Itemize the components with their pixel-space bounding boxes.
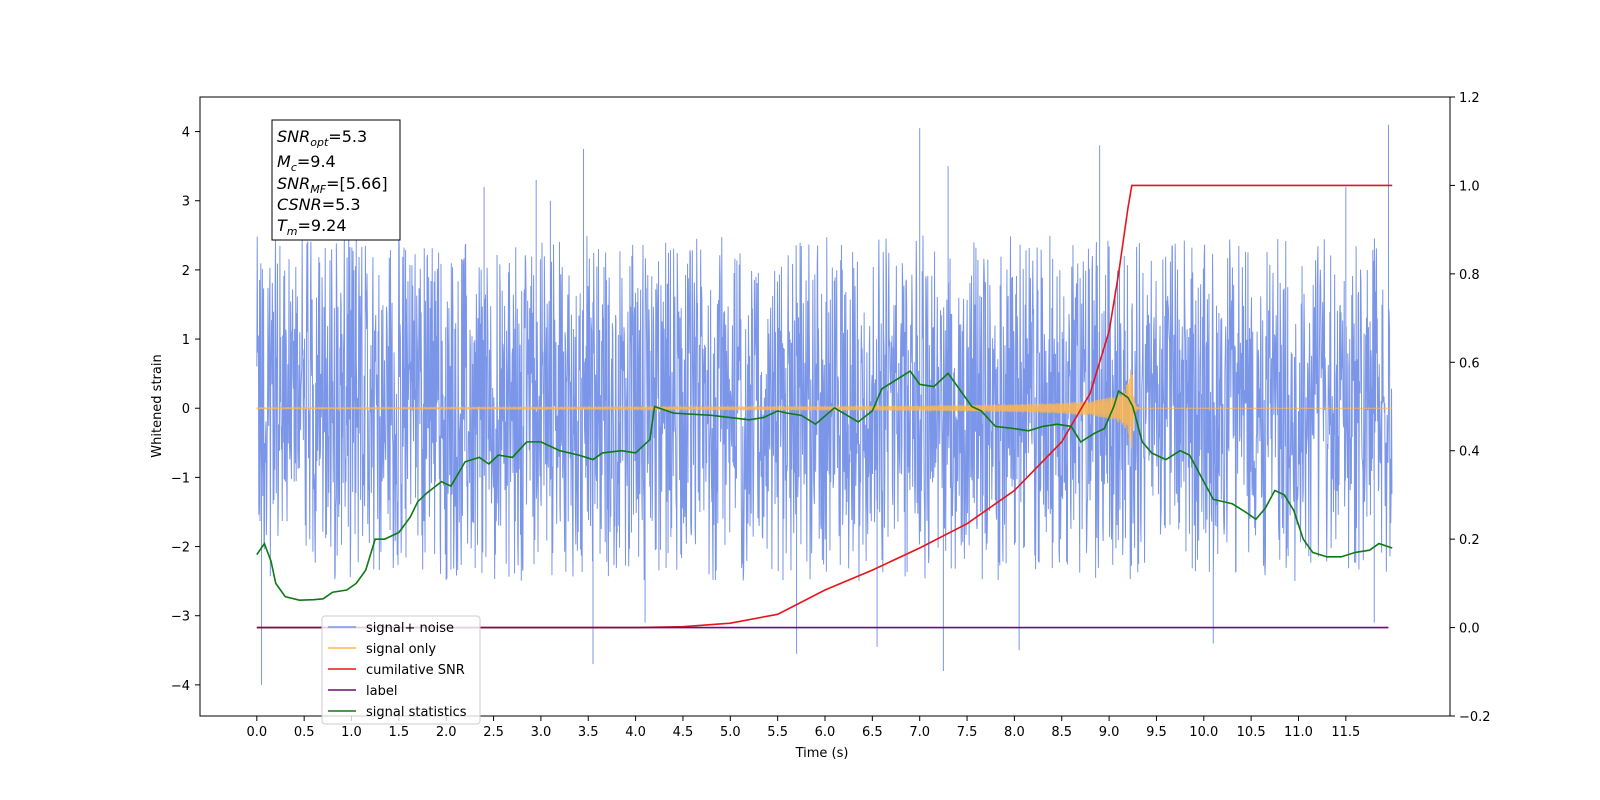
- x-tick-label: 5.0: [720, 725, 741, 740]
- y-tick-label: 4: [182, 126, 190, 141]
- series-cumilative-snr: [256, 184, 1393, 629]
- y-tick-label: −1: [171, 471, 190, 486]
- x-tick-label: 7.0: [909, 725, 930, 740]
- y-tick-label: −3: [171, 610, 190, 625]
- y2-tick-label: 0.6: [1459, 356, 1480, 371]
- x-tick-label: 5.5: [767, 725, 788, 740]
- y2-tick-label: 1.2: [1459, 91, 1480, 106]
- y-tick-label: 1: [182, 333, 190, 348]
- x-tick-label: 11.0: [1284, 725, 1313, 740]
- y2-tick-label: 0.8: [1459, 268, 1480, 283]
- annotation-line: SNRMF=[5.66]: [277, 174, 388, 196]
- annotation-frame: [271, 119, 401, 241]
- legend-entry-label: label: [366, 684, 397, 699]
- x-tick-label: 8.0: [1004, 725, 1025, 740]
- legend-frame: [321, 615, 481, 725]
- y2-tick-label: 0.2: [1459, 533, 1480, 548]
- x-axis-label: Time (s): [795, 746, 849, 761]
- x-tick-label: 11.5: [1331, 725, 1360, 740]
- y2-tick-label: 1.0: [1459, 179, 1480, 194]
- annotation-line: Tm=9.24: [277, 216, 347, 238]
- x-tick-label: 1.5: [389, 725, 410, 740]
- y-tick-label: 2: [182, 264, 190, 279]
- axes: 0.0 0.5 1.0 1.5 2.0 2.5 3.0 3.5 4.0 4.5 5.0 5.5 6.0 6…: [171, 91, 1491, 740]
- x-tick-label: 9.0: [1099, 725, 1120, 740]
- x-tick-label: 2.5: [483, 725, 504, 740]
- series-signal-noise: [256, 124, 1393, 685]
- annotation-line: CSNR=5.3: [277, 195, 361, 214]
- x-tick-label: 3.5: [578, 725, 599, 740]
- x-tick-label: 6.5: [862, 725, 883, 740]
- x-tick-label: 1.0: [341, 725, 362, 740]
- x-tick-label: 3.0: [531, 725, 552, 740]
- y-tick-label: 3: [182, 195, 190, 210]
- y-tick-label: 0: [182, 402, 190, 417]
- x-tick-label: 7.5: [957, 725, 978, 740]
- x-tick-label: 2.0: [436, 725, 457, 740]
- legend-entry-label: signal+ noise: [366, 621, 454, 636]
- y2-tick-label: −0.2: [1459, 710, 1491, 725]
- legend-entry-label: signal statistics: [366, 705, 467, 720]
- x-tick-label: 10.5: [1237, 725, 1266, 740]
- x-tick-label: 0.5: [294, 725, 315, 740]
- x-tick-label: 8.5: [1051, 725, 1072, 740]
- x-tick-label: 6.0: [815, 725, 836, 740]
- y-tick-label: −2: [171, 541, 190, 556]
- series-signal-statistics: [256, 370, 1393, 601]
- y-tick-label: −4: [171, 679, 190, 694]
- y2-tick-label: 0.0: [1459, 622, 1480, 637]
- x-tick-label: 9.5: [1146, 725, 1167, 740]
- plot-area: [256, 124, 1393, 685]
- x-tick-label: 4.5: [673, 725, 694, 740]
- annotation-line: SNRopt=5.3: [277, 127, 367, 149]
- legend: signal+ noise signal only cumilative SNR la…: [321, 615, 481, 725]
- y-axis-label: Whitened strain: [150, 354, 165, 457]
- legend-entry-label: cumilative SNR: [366, 663, 465, 678]
- annotation-line: Mc=9.4: [277, 152, 336, 174]
- y2-tick-label: 0.4: [1459, 445, 1480, 460]
- series-signal-only: [256, 369, 1392, 449]
- x-tick-label: 4.0: [625, 725, 646, 740]
- x-tick-label: 0.0: [246, 725, 267, 740]
- legend-entry-label: signal only: [366, 642, 436, 657]
- x-tick-label: 10.0: [1189, 725, 1218, 740]
